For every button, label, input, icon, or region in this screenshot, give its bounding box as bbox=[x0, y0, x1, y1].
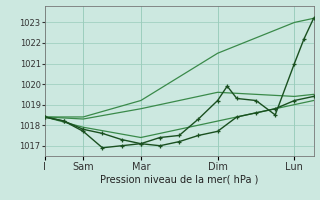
X-axis label: Pression niveau de la mer( hPa ): Pression niveau de la mer( hPa ) bbox=[100, 174, 258, 184]
